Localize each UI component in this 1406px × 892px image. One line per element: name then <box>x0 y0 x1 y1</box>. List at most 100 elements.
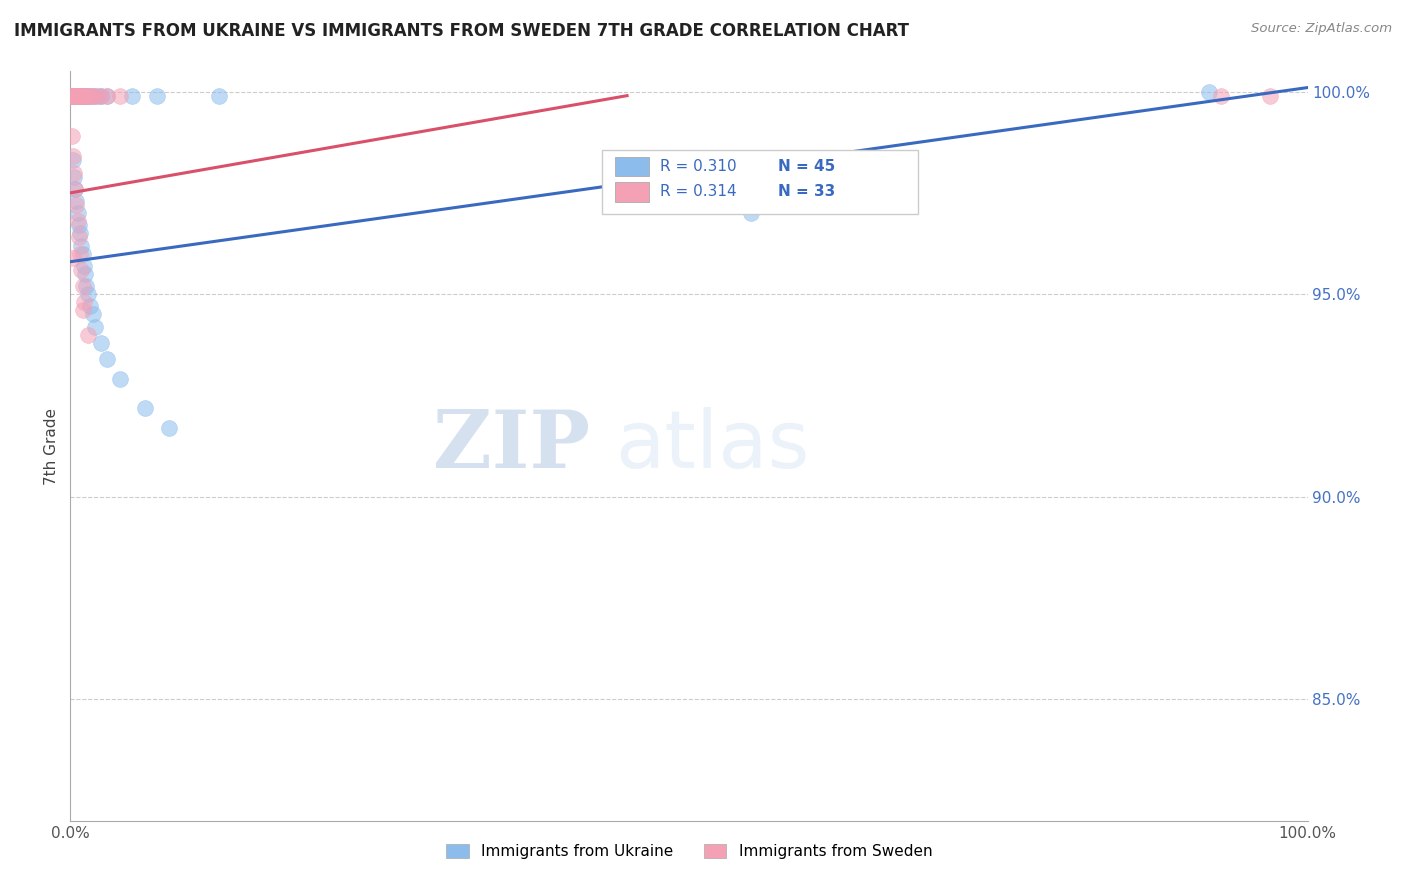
Point <box>62 149 84 163</box>
Point <box>65 88 87 103</box>
Point <box>60 88 83 103</box>
Point <box>75 88 97 103</box>
Point <box>65 88 87 103</box>
Point <box>157 421 180 435</box>
Point <box>63 169 86 184</box>
Point <box>80 88 103 103</box>
Point <box>65 198 87 212</box>
Point <box>72 246 94 260</box>
Point <box>65 182 87 196</box>
Point <box>146 88 169 103</box>
Point <box>66 88 89 103</box>
Point <box>96 351 118 366</box>
Point <box>60 88 83 103</box>
Point <box>63 88 86 103</box>
Point <box>108 372 131 386</box>
Point <box>70 88 93 103</box>
Legend: Immigrants from Ukraine, Immigrants from Sweden: Immigrants from Ukraine, Immigrants from… <box>440 838 938 865</box>
Text: IMMIGRANTS FROM UKRAINE VS IMMIGRANTS FROM SWEDEN 7TH GRADE CORRELATION CHART: IMMIGRANTS FROM UKRAINE VS IMMIGRANTS FR… <box>14 22 910 40</box>
Point <box>75 88 97 103</box>
Point <box>83 88 105 103</box>
Point <box>77 88 100 103</box>
Point <box>96 88 118 103</box>
Y-axis label: 7th Grade: 7th Grade <box>44 408 59 484</box>
Point <box>1260 88 1282 103</box>
Point <box>65 88 87 103</box>
Point <box>65 88 87 103</box>
Point <box>65 88 87 103</box>
Point <box>75 88 97 103</box>
Point <box>90 88 112 103</box>
Point <box>76 88 98 103</box>
Point <box>73 88 96 103</box>
Point <box>60 129 83 144</box>
Text: R = 0.314: R = 0.314 <box>661 185 737 200</box>
Point <box>108 88 131 103</box>
Point <box>67 88 90 103</box>
Point <box>72 303 94 318</box>
Text: atlas: atlas <box>614 407 808 485</box>
Point <box>1209 88 1232 103</box>
Point <box>75 279 97 293</box>
Point <box>67 230 90 244</box>
Point <box>67 219 90 233</box>
Point <box>76 327 98 342</box>
Point <box>73 88 96 103</box>
Point <box>79 88 101 103</box>
Point <box>62 88 84 103</box>
Point <box>60 88 83 103</box>
Point <box>66 88 89 103</box>
Point <box>63 166 86 180</box>
Point <box>72 88 94 103</box>
Point <box>63 88 86 103</box>
Point <box>70 238 93 252</box>
Point <box>65 182 87 196</box>
Point <box>90 335 112 350</box>
Point <box>69 227 91 241</box>
Text: Source: ZipAtlas.com: Source: ZipAtlas.com <box>1251 22 1392 36</box>
Point <box>62 88 84 103</box>
Point <box>84 319 107 334</box>
Point <box>66 88 89 103</box>
Point <box>72 279 94 293</box>
Point <box>75 267 97 281</box>
Point <box>90 88 112 103</box>
Point <box>740 206 762 220</box>
Bar <box>602 150 918 214</box>
Point <box>62 153 84 168</box>
Point <box>69 246 91 260</box>
Point <box>134 401 156 415</box>
Bar <box>614 182 650 202</box>
Point <box>208 88 231 103</box>
Text: N = 33: N = 33 <box>778 185 835 200</box>
Point <box>84 88 107 103</box>
Point <box>66 214 89 228</box>
Point <box>65 194 87 208</box>
Point <box>69 88 91 103</box>
Text: R = 0.310: R = 0.310 <box>661 159 737 174</box>
Point <box>73 259 96 273</box>
Point <box>82 88 104 103</box>
Point <box>62 251 84 265</box>
Point <box>96 88 118 103</box>
Point <box>76 287 98 301</box>
Point <box>69 88 91 103</box>
Point <box>70 88 93 103</box>
Point <box>72 88 94 103</box>
Point <box>70 262 93 277</box>
Text: ZIP: ZIP <box>433 407 591 485</box>
Point <box>60 88 83 103</box>
Point <box>65 88 87 103</box>
Point <box>62 88 84 103</box>
Text: N = 45: N = 45 <box>778 159 835 174</box>
Bar <box>614 157 650 177</box>
Point <box>66 206 89 220</box>
Point <box>63 88 86 103</box>
Point <box>67 88 90 103</box>
Point <box>82 307 104 321</box>
Point <box>121 88 143 103</box>
Point <box>73 295 96 310</box>
Point <box>79 299 101 313</box>
Point <box>86 88 108 103</box>
Point <box>1198 85 1220 99</box>
